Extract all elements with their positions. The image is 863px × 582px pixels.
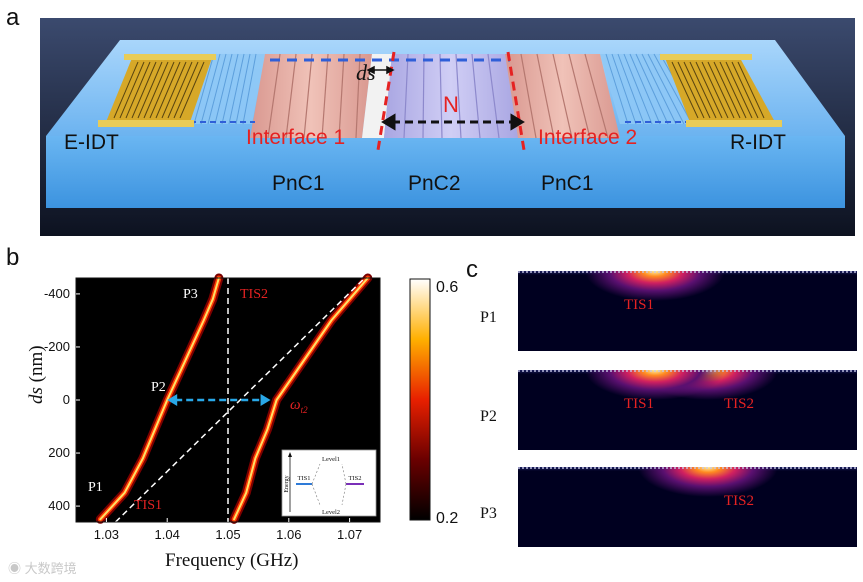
tis1-label-b: TIS1 bbox=[134, 498, 162, 513]
x-tick-label: 1.04 bbox=[155, 527, 180, 542]
surface-edge bbox=[518, 271, 857, 273]
p2-label: P2 bbox=[151, 380, 166, 395]
r-idt-label: R-IDT bbox=[730, 131, 786, 154]
surface-edge bbox=[518, 467, 857, 469]
e-idt-bottom-bus bbox=[98, 120, 194, 127]
profile-label-p3: P3 bbox=[480, 505, 497, 522]
pnc1-left-region bbox=[250, 54, 372, 138]
energy-level-inset: Energy Level1 Level2 TIS1 TIS2 bbox=[281, 449, 377, 517]
coupling-arrow-right-head bbox=[260, 394, 271, 406]
e-idt-fingers bbox=[113, 61, 205, 119]
interface-2-line bbox=[506, 51, 526, 151]
interface-2-label: Interface 2 bbox=[538, 126, 638, 149]
ds-arrow bbox=[366, 65, 395, 75]
profile-tag-tis1: TIS1 bbox=[624, 297, 654, 313]
r-idt-top-bus bbox=[660, 54, 752, 60]
pnc2-region bbox=[384, 54, 518, 138]
y-tick-label: -200 bbox=[44, 339, 70, 354]
panel-b-letter: b bbox=[6, 244, 20, 271]
pnc1-right-lines bbox=[520, 53, 609, 139]
r-idt-fingers bbox=[671, 61, 765, 119]
y-tick-label: -400 bbox=[44, 286, 70, 301]
y-tick-label: 400 bbox=[48, 498, 70, 513]
panel-c-letter: c bbox=[466, 256, 478, 283]
profile-tag-tis1: TIS1 bbox=[624, 396, 654, 412]
x-tick-label: 1.07 bbox=[337, 527, 362, 542]
branch-core-right bbox=[233, 277, 369, 521]
watermark-logo-icon: ◉ bbox=[8, 561, 22, 576]
tis2-label-b: TIS2 bbox=[240, 287, 268, 302]
pnc1-left-lines bbox=[267, 53, 361, 139]
n-label: N bbox=[443, 92, 459, 117]
device-schematic bbox=[40, 18, 855, 236]
p1-label: P1 bbox=[88, 480, 103, 495]
profile-label-p2: P2 bbox=[480, 408, 497, 425]
pnc2-lines bbox=[403, 53, 500, 139]
diagonal-dashed-line bbox=[114, 277, 366, 523]
right-reflector-grating bbox=[600, 54, 708, 124]
profile-tag-tis2: TIS2 bbox=[724, 493, 754, 509]
inset-ylabel: Energy bbox=[284, 475, 290, 492]
profile-label-p1: P1 bbox=[480, 309, 497, 326]
inset-tis1: TIS1 bbox=[298, 475, 311, 482]
x-axis-label: Frequency (GHz) bbox=[165, 550, 299, 571]
mode-profile-p3 bbox=[518, 467, 857, 547]
profile-tag-tis2: TIS2 bbox=[724, 396, 754, 412]
branch-core-left bbox=[99, 277, 220, 521]
pnc1-left-label: PnC1 bbox=[272, 172, 325, 195]
watermark: ◉ 大数跨境 bbox=[8, 561, 77, 576]
panel-a-letter: a bbox=[6, 4, 20, 31]
y-tick-label: 200 bbox=[48, 445, 70, 460]
colorbar-min-label: 0.2 bbox=[436, 510, 459, 527]
dispersion-chart: 1.03 1.04 1.05 1.06 1.07 -400 -200 0 200 400 Ener… bbox=[44, 273, 431, 542]
inset-level1: Level1 bbox=[322, 456, 340, 463]
surface-edge bbox=[518, 370, 857, 372]
y-axis-label: ds (nm) bbox=[26, 345, 47, 404]
pnc1-right-label: PnC1 bbox=[541, 172, 594, 195]
e-idt-label: E-IDT bbox=[64, 131, 119, 154]
omega-label: ωt2 bbox=[290, 397, 308, 415]
n-arrow bbox=[381, 113, 525, 131]
p3-label: P3 bbox=[183, 287, 198, 302]
x-tick-label: 1.03 bbox=[94, 527, 119, 542]
colorbar bbox=[409, 278, 431, 521]
mode-profile-p1 bbox=[518, 271, 857, 351]
substrate-front bbox=[46, 136, 845, 208]
inset-tis2: TIS2 bbox=[349, 475, 362, 482]
x-tick-label: 1.05 bbox=[215, 527, 240, 542]
ds-label: ds bbox=[356, 60, 376, 85]
colorbar-max-label: 0.6 bbox=[436, 279, 459, 296]
interface-1-label: Interface 1 bbox=[246, 126, 346, 149]
coupling-arrow-left-head bbox=[167, 394, 178, 406]
e-idt-top-bus bbox=[124, 54, 216, 60]
x-tick-label: 1.06 bbox=[276, 527, 301, 542]
r-idt-bottom-bus bbox=[686, 120, 782, 127]
pnc2-label: PnC2 bbox=[408, 172, 461, 195]
mode-profile-p2 bbox=[518, 370, 857, 450]
y-tick-label: 0 bbox=[63, 392, 70, 407]
inset-level2: Level2 bbox=[322, 509, 340, 516]
